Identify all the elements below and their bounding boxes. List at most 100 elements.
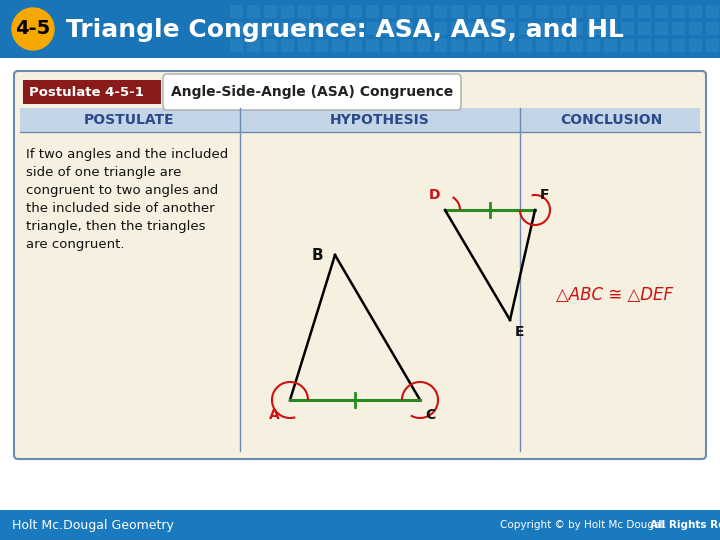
Bar: [672, 22, 685, 35]
Bar: [400, 5, 413, 18]
Bar: [451, 39, 464, 52]
Bar: [400, 39, 413, 52]
Bar: [264, 5, 277, 18]
Text: Holt Mc.Dougal Geometry: Holt Mc.Dougal Geometry: [12, 518, 174, 531]
Text: Postulate 4-5-1: Postulate 4-5-1: [29, 85, 144, 98]
Bar: [434, 39, 447, 52]
Bar: [366, 39, 379, 52]
Bar: [706, 22, 719, 35]
Bar: [621, 22, 634, 35]
Bar: [604, 22, 617, 35]
Bar: [485, 22, 498, 35]
Bar: [587, 39, 600, 52]
Bar: [553, 39, 566, 52]
Bar: [315, 39, 328, 52]
Text: 4-5: 4-5: [15, 19, 50, 38]
Bar: [706, 5, 719, 18]
Text: All Rights Reserved.: All Rights Reserved.: [650, 520, 720, 530]
Bar: [315, 5, 328, 18]
Bar: [349, 39, 362, 52]
Bar: [434, 5, 447, 18]
Text: HYPOTHESIS: HYPOTHESIS: [330, 113, 430, 127]
Bar: [570, 22, 583, 35]
Bar: [434, 22, 447, 35]
Bar: [281, 39, 294, 52]
Bar: [298, 39, 311, 52]
Text: CONCLUSION: CONCLUSION: [560, 113, 662, 127]
Text: F: F: [540, 188, 549, 202]
Bar: [604, 39, 617, 52]
Bar: [672, 39, 685, 52]
Bar: [502, 5, 515, 18]
Bar: [383, 22, 396, 35]
Bar: [604, 5, 617, 18]
Bar: [281, 22, 294, 35]
Text: B: B: [311, 247, 323, 262]
Bar: [672, 5, 685, 18]
Text: POSTULATE: POSTULATE: [84, 113, 174, 127]
Bar: [536, 22, 549, 35]
Bar: [383, 39, 396, 52]
Bar: [332, 5, 345, 18]
Bar: [0, 510, 720, 540]
Text: If two angles and the included
side of one triangle are
congruent to two angles : If two angles and the included side of o…: [26, 148, 228, 251]
Bar: [451, 22, 464, 35]
Bar: [570, 5, 583, 18]
Bar: [655, 39, 668, 52]
Bar: [587, 5, 600, 18]
Bar: [366, 22, 379, 35]
Bar: [638, 39, 651, 52]
Bar: [689, 22, 702, 35]
Bar: [468, 5, 481, 18]
Bar: [638, 22, 651, 35]
Bar: [519, 5, 532, 18]
Bar: [655, 22, 668, 35]
Text: A: A: [269, 408, 280, 422]
Bar: [264, 22, 277, 35]
Bar: [485, 39, 498, 52]
Bar: [485, 5, 498, 18]
Bar: [230, 39, 243, 52]
Text: △ABC ≅ △DEF: △ABC ≅ △DEF: [557, 286, 674, 304]
Bar: [0, 0, 720, 58]
Bar: [400, 22, 413, 35]
Bar: [230, 22, 243, 35]
FancyBboxPatch shape: [163, 74, 461, 110]
Bar: [621, 39, 634, 52]
Bar: [332, 22, 345, 35]
Bar: [298, 5, 311, 18]
Bar: [706, 39, 719, 52]
Bar: [519, 22, 532, 35]
Bar: [315, 22, 328, 35]
Text: Angle-Side-Angle (ASA) Congruence: Angle-Side-Angle (ASA) Congruence: [171, 85, 453, 99]
Bar: [366, 5, 379, 18]
Bar: [383, 5, 396, 18]
Bar: [349, 5, 362, 18]
Bar: [689, 5, 702, 18]
Bar: [587, 22, 600, 35]
Bar: [502, 22, 515, 35]
Bar: [264, 39, 277, 52]
Bar: [468, 22, 481, 35]
Bar: [451, 5, 464, 18]
Bar: [417, 39, 430, 52]
Bar: [332, 39, 345, 52]
Bar: [655, 5, 668, 18]
Bar: [230, 5, 243, 18]
Bar: [417, 5, 430, 18]
FancyBboxPatch shape: [14, 71, 706, 459]
Bar: [20, 108, 700, 132]
Bar: [553, 5, 566, 18]
Bar: [298, 22, 311, 35]
Bar: [417, 22, 430, 35]
Bar: [23, 80, 161, 104]
Bar: [621, 5, 634, 18]
Circle shape: [12, 8, 54, 50]
Bar: [570, 39, 583, 52]
Bar: [536, 5, 549, 18]
Bar: [468, 39, 481, 52]
Bar: [247, 5, 260, 18]
Text: Copyright © by Holt Mc Dougal.: Copyright © by Holt Mc Dougal.: [500, 520, 670, 530]
Bar: [502, 39, 515, 52]
Bar: [247, 22, 260, 35]
